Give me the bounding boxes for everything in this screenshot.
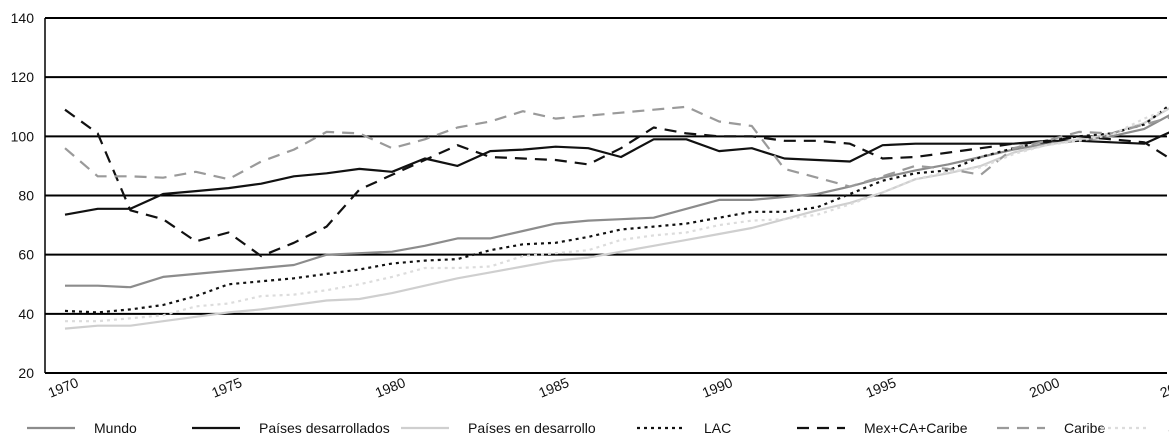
y-axis-tick-labels: 20 40 60 80 100 120 140 bbox=[11, 10, 35, 381]
legend-label-6: Caribe bbox=[1064, 420, 1105, 436]
series-line-1 bbox=[65, 114, 1169, 289]
x-tick-label: 1975 bbox=[209, 374, 244, 401]
y-tick-label: 60 bbox=[18, 247, 34, 263]
legend: Mundo Países desarrollados Países en desar… bbox=[27, 420, 1169, 436]
legend-label-2: Países desarrollados bbox=[259, 420, 390, 436]
series-line-7 bbox=[65, 107, 1169, 323]
legend-label-1: Mundo bbox=[94, 420, 137, 436]
series-line-3 bbox=[64, 107, 1169, 330]
x-tick-label: 2004 bbox=[1158, 374, 1169, 401]
y-tick-label: 120 bbox=[11, 69, 35, 85]
x-tick-label: 1990 bbox=[700, 374, 735, 401]
series-line-2 bbox=[64, 131, 1169, 216]
x-tick-label: 1970 bbox=[46, 374, 81, 401]
x-tick-label: 1995 bbox=[863, 374, 898, 401]
series-lines bbox=[64, 104, 1169, 330]
x-axis-tick-labels: 1970 1975 1980 1985 1990 1995 2000 2004 bbox=[46, 374, 1169, 401]
y-tick-label: 20 bbox=[18, 365, 34, 381]
y-tick-label: 100 bbox=[11, 128, 35, 144]
x-tick-label: 1985 bbox=[536, 374, 571, 401]
x-tick-label: 1980 bbox=[373, 374, 408, 401]
legend-label-4: LAC bbox=[704, 420, 731, 436]
series-line-5 bbox=[64, 108, 1169, 258]
grid-lines bbox=[45, 17, 1167, 374]
legend-label-3: Países en desarrollo bbox=[468, 420, 596, 436]
y-tick-label: 40 bbox=[18, 306, 34, 322]
x-tick-label: 2000 bbox=[1027, 374, 1062, 401]
y-tick-label: 80 bbox=[18, 188, 34, 204]
series-line-6 bbox=[64, 105, 1169, 188]
legend-label-5: Mex+CA+Caribe bbox=[864, 420, 968, 436]
series-line-4 bbox=[64, 104, 1169, 314]
y-tick-label: 140 bbox=[11, 10, 35, 26]
